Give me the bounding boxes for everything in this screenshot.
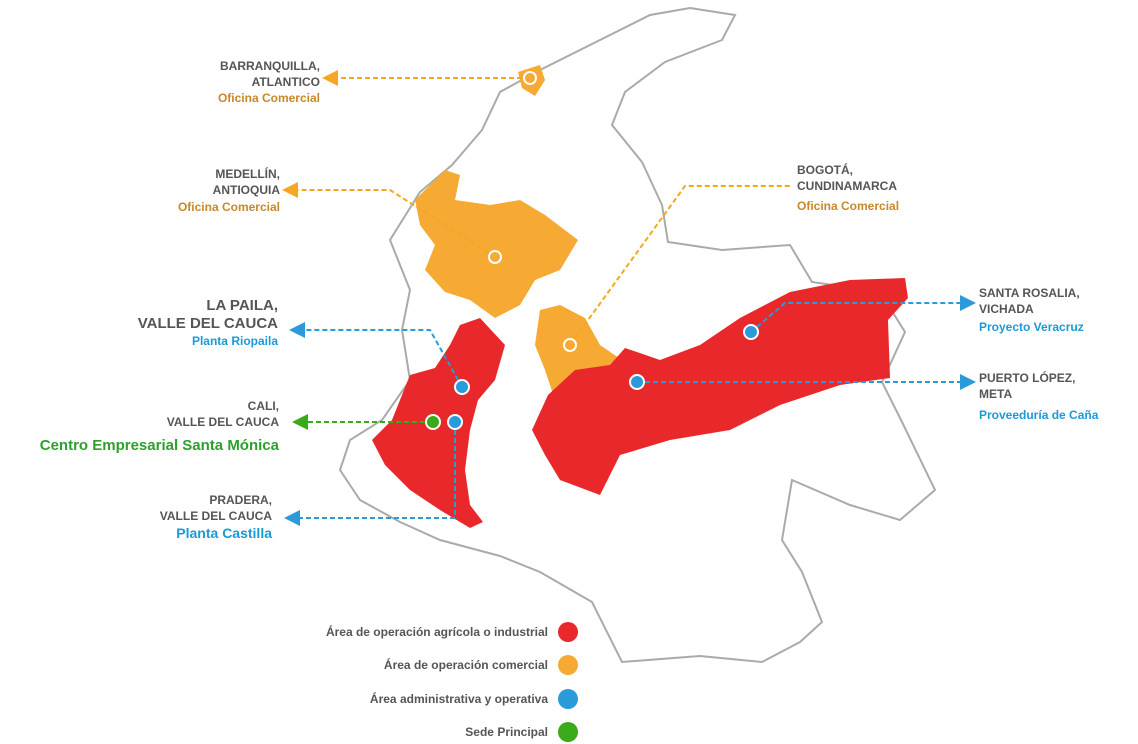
location-role: Oficina Comercial bbox=[178, 200, 280, 214]
location-name: META bbox=[979, 387, 1012, 401]
location-role: Oficina Comercial bbox=[218, 91, 320, 105]
location-name: PUERTO LÓPEZ, bbox=[979, 370, 1075, 385]
legend-swatch bbox=[558, 689, 578, 709]
location-role: Planta Castilla bbox=[176, 525, 272, 541]
location-role: Oficina Comercial bbox=[797, 199, 899, 213]
legend-label: Sede Principal bbox=[465, 725, 548, 739]
legend-swatch bbox=[558, 655, 578, 675]
connector bbox=[569, 185, 790, 346]
commercial-area bbox=[535, 305, 622, 400]
legend-swatch bbox=[558, 622, 578, 642]
dot bbox=[447, 414, 463, 430]
location-name: PRADERA, bbox=[209, 493, 272, 507]
legend-label: Área administrativa y operativa bbox=[370, 691, 548, 706]
country-outline bbox=[338, 6, 937, 664]
location-name: VALLE DEL CAUCA bbox=[160, 509, 273, 523]
location-name: MEDELLÍN, bbox=[215, 166, 280, 181]
legend-swatch bbox=[558, 722, 578, 742]
connector bbox=[289, 322, 463, 388]
location-role: Proveeduría de Caña bbox=[979, 408, 1099, 422]
location-role: Proyecto Veracruz bbox=[979, 320, 1084, 334]
dot bbox=[454, 379, 470, 395]
legend-label: Área de operación comercial bbox=[384, 657, 548, 672]
industrial-area bbox=[532, 278, 908, 495]
location-name: VALLE DEL CAUCA bbox=[138, 315, 278, 332]
location-name: SANTA ROSALIA, bbox=[979, 286, 1080, 300]
dot bbox=[743, 324, 759, 340]
location-name: BARRANQUILLA, bbox=[220, 59, 320, 73]
dot bbox=[488, 250, 502, 264]
commercial-area bbox=[415, 170, 578, 318]
location-dots bbox=[425, 71, 759, 430]
connector bbox=[284, 422, 456, 526]
dot bbox=[425, 414, 441, 430]
location-name: CALI, bbox=[248, 399, 279, 413]
legend-label: Área de operación agrícola o industrial bbox=[326, 624, 548, 639]
dot bbox=[523, 71, 537, 85]
location-name: ATLANTICO bbox=[252, 75, 320, 89]
connector bbox=[750, 295, 976, 333]
location-name: BOGOTÁ, bbox=[797, 162, 853, 177]
dot bbox=[629, 374, 645, 390]
location-name: LA PAILA, bbox=[206, 297, 278, 314]
location-role: Centro Empresarial Santa Mónica bbox=[40, 437, 280, 454]
connector bbox=[282, 182, 496, 258]
location-role: Planta Riopaila bbox=[192, 334, 278, 348]
location-name: VALLE DEL CAUCA bbox=[167, 415, 280, 429]
location-name: VICHADA bbox=[979, 302, 1034, 316]
location-name: ANTIOQUIA bbox=[213, 183, 281, 197]
location-name: CUNDINAMARCA bbox=[797, 179, 897, 193]
dot bbox=[563, 338, 577, 352]
